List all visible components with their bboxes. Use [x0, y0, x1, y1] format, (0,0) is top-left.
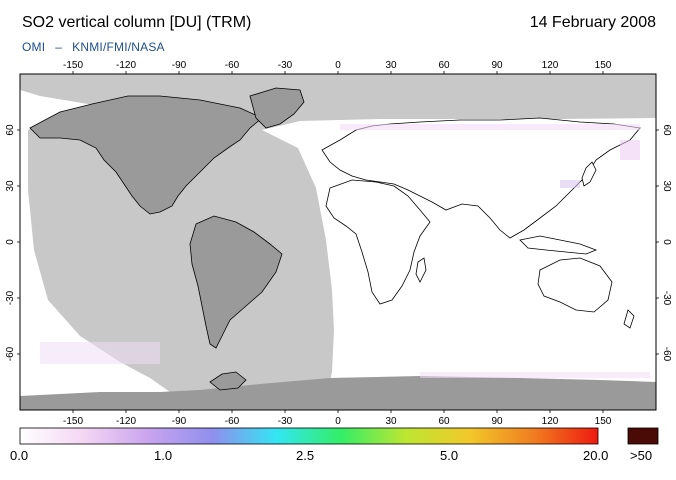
lon-tick-label-top: 90 [491, 60, 503, 71]
land-australia [537, 257, 613, 313]
lat-tick-label-right: 60 [661, 124, 672, 136]
map-title: SO2 vertical column [DU] (TRM) [22, 14, 252, 31]
lat-tick-label-right: -60 [661, 347, 672, 362]
colorbar-label-1: 1.0 [154, 448, 173, 463]
map-date: 14 February 2008 [529, 14, 656, 31]
credit-agencies: KNMI/FMI/NASA [72, 40, 165, 54]
colorbar-label-4: 20.0 [583, 448, 609, 463]
lat-tick-label-right: 30 [661, 180, 672, 192]
lon-tick-label-bottom: 150 [595, 416, 612, 427]
lon-tick-label-bottom: 120 [542, 416, 559, 427]
lat-tick-label-right: 0 [661, 239, 672, 245]
land-greenland [249, 87, 305, 129]
lat-tick-label-left: 30 [5, 180, 16, 192]
lat-tick-label-left: 60 [5, 124, 16, 136]
lon-tick-label-top: -30 [278, 60, 293, 71]
land-north-america [29, 95, 263, 215]
no-data-night-region [28, 104, 334, 400]
lon-tick-label-top: -60 [225, 60, 240, 71]
colorbar-label-0: 0.0 [10, 448, 29, 463]
land-antarctic-peninsula [209, 371, 247, 391]
land-madagascar [415, 257, 427, 283]
colorbar-overflow-label: >50 [630, 448, 653, 463]
lon-tick-label-bottom: -120 [116, 416, 136, 427]
longitude-ticks-top: -150 -120 -90 -60 -30 0 30 60 90 120 150 [63, 60, 612, 74]
lon-tick-label-bottom: -90 [172, 416, 187, 427]
lon-tick-label-top: 120 [542, 60, 559, 71]
no-data-antarctica [20, 376, 656, 410]
latitude-ticks-left: 60 30 0 -30 -60 [5, 124, 20, 361]
colorbar-label-3: 5.0 [440, 448, 459, 463]
lon-tick-label-top: 150 [595, 60, 612, 71]
lon-tick-label-bottom: -30 [278, 416, 293, 427]
lon-tick-label-bottom: -60 [225, 416, 240, 427]
lon-tick-label-top: 0 [335, 60, 341, 71]
lat-tick-label-left: -30 [5, 290, 16, 305]
lon-tick-label-top: -90 [172, 60, 187, 71]
lat-tick-label-left: 0 [5, 239, 16, 245]
lon-tick-label-top: -150 [63, 60, 83, 71]
land-new-zealand [623, 309, 635, 329]
lon-tick-label-bottom: -150 [63, 416, 83, 427]
colorbar-overflow-swatch [627, 427, 659, 445]
lon-tick-label-bottom: 90 [491, 416, 503, 427]
credit-dash: – [55, 40, 63, 54]
land-south-america [189, 215, 283, 349]
colorbar [19, 427, 599, 445]
colorbar-label-2: 2.5 [296, 448, 315, 463]
so2-low-values-speckle [40, 124, 650, 378]
land-japan [581, 161, 597, 187]
lon-tick-label-top: 30 [385, 60, 397, 71]
map-layers [20, 74, 656, 410]
credit-instrument: OMI [22, 40, 46, 54]
longitude-ticks-bottom: -150 -120 -90 -60 -30 0 30 60 90 120 150 [63, 410, 612, 427]
land-europe-asia [321, 117, 641, 239]
lon-tick-label-top: -120 [116, 60, 136, 71]
land-africa [325, 179, 431, 305]
lon-tick-label-top: 60 [438, 60, 450, 71]
lon-tick-label-bottom: 30 [385, 416, 397, 427]
lon-tick-label-bottom: 60 [438, 416, 450, 427]
latitude-ticks-right: 60 30 0 -30 -60 [656, 124, 672, 362]
lon-tick-label-bottom: 0 [335, 416, 341, 427]
lat-tick-label-left: -60 [5, 346, 16, 361]
lat-tick-label-right: -30 [661, 291, 672, 306]
land-southeast-asia-islands [519, 235, 598, 255]
data-credit: OMI – KNMI/FMI/NASA [22, 40, 165, 54]
